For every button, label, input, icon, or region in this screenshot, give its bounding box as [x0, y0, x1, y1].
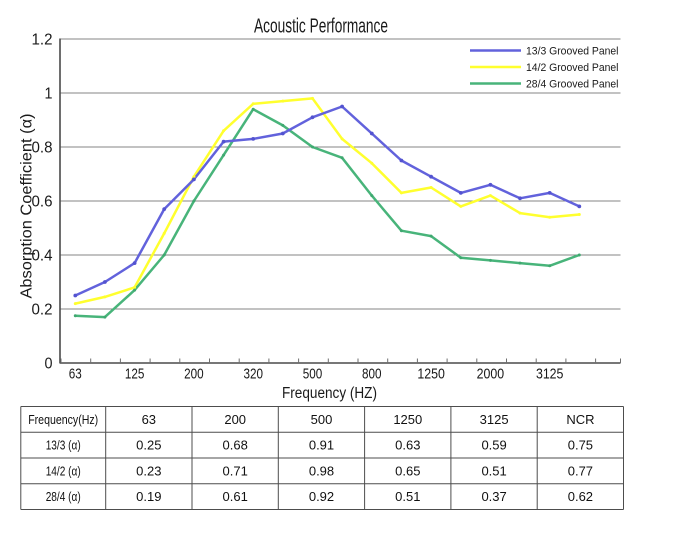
svg-text:0.71: 0.71 — [223, 464, 248, 479]
svg-text:0.25: 0.25 — [136, 438, 161, 453]
svg-text:28/4 Grooved Panel: 28/4 Grooved Panel — [526, 78, 619, 90]
svg-text:0.8: 0.8 — [32, 140, 53, 157]
svg-text:0.98: 0.98 — [309, 464, 334, 479]
svg-text:500: 500 — [311, 412, 333, 427]
svg-text:0.6: 0.6 — [32, 194, 53, 211]
svg-text:1250: 1250 — [393, 412, 422, 427]
svg-text:0.92: 0.92 — [309, 489, 334, 504]
svg-text:125: 125 — [125, 366, 145, 383]
svg-text:1: 1 — [45, 86, 53, 103]
svg-text:0.59: 0.59 — [481, 438, 506, 453]
svg-text:1.2: 1.2 — [32, 32, 53, 49]
svg-text:28/4 (α): 28/4 (α) — [46, 489, 81, 504]
svg-text:Acoustic Performance: Acoustic Performance — [254, 16, 388, 38]
svg-text:0.2: 0.2 — [32, 302, 53, 319]
svg-text:Frequency(Hz): Frequency(Hz) — [28, 412, 98, 427]
svg-text:0.65: 0.65 — [395, 464, 420, 479]
svg-text:14/2 Grooved Panel: 14/2 Grooved Panel — [526, 62, 619, 74]
svg-text:0.23: 0.23 — [136, 464, 161, 479]
svg-text:13/3 Grooved Panel: 13/3 Grooved Panel — [526, 45, 619, 57]
svg-text:0.91: 0.91 — [309, 438, 334, 453]
svg-text:320: 320 — [243, 366, 263, 383]
svg-text:0.63: 0.63 — [395, 438, 420, 453]
svg-text:63: 63 — [69, 366, 82, 383]
svg-text:0.51: 0.51 — [481, 464, 506, 479]
svg-text:0.62: 0.62 — [568, 489, 593, 504]
svg-text:2000: 2000 — [477, 366, 505, 383]
svg-text:0.75: 0.75 — [568, 438, 593, 453]
svg-text:0.37: 0.37 — [481, 489, 506, 504]
svg-text:14/2 (α): 14/2 (α) — [46, 464, 81, 479]
svg-text:0.77: 0.77 — [568, 464, 593, 479]
svg-text:0.51: 0.51 — [395, 489, 420, 504]
svg-text:0: 0 — [45, 356, 53, 373]
svg-text:NCR: NCR — [566, 412, 594, 427]
svg-text:63: 63 — [142, 412, 156, 427]
svg-text:0.4: 0.4 — [32, 248, 53, 265]
svg-text:3125: 3125 — [480, 412, 509, 427]
svg-text:3125: 3125 — [536, 366, 564, 383]
svg-text:Absorption Coefficient (α): Absorption Coefficient (α) — [19, 114, 36, 299]
svg-text:800: 800 — [362, 366, 382, 383]
svg-text:1250: 1250 — [417, 366, 445, 383]
svg-text:200: 200 — [184, 366, 204, 383]
svg-text:200: 200 — [224, 412, 246, 427]
svg-text:0.61: 0.61 — [223, 489, 248, 504]
svg-text:Frequency (HZ): Frequency (HZ) — [282, 385, 377, 402]
svg-text:13/3 (α): 13/3 (α) — [46, 438, 81, 453]
svg-text:0.68: 0.68 — [223, 438, 248, 453]
svg-text:0.19: 0.19 — [136, 489, 161, 504]
svg-text:500: 500 — [303, 366, 323, 383]
